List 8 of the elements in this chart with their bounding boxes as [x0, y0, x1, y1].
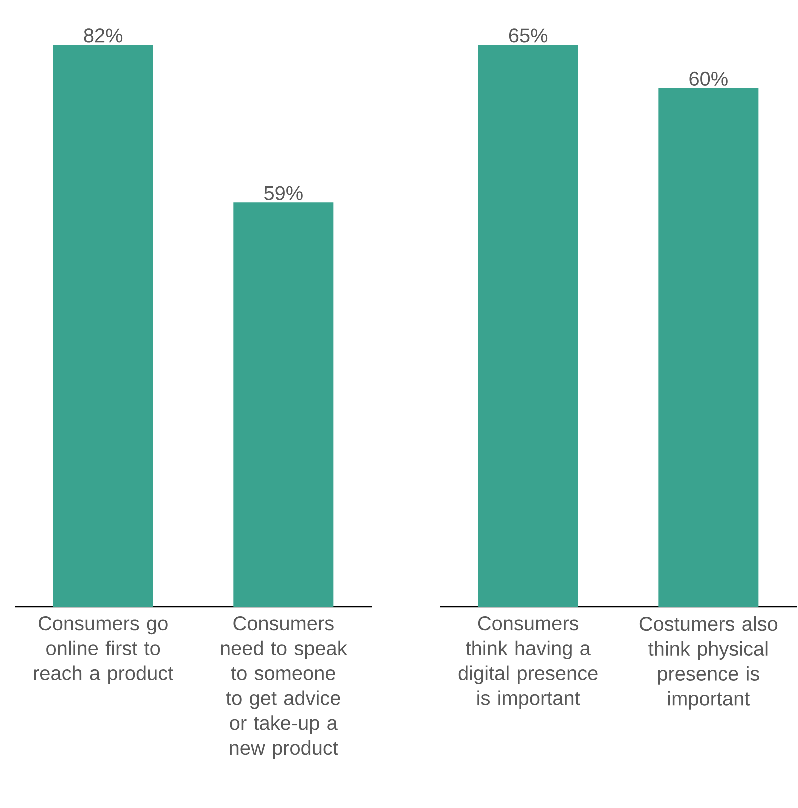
- x-tick-label: Costumers also think physical presence is important: [640, 616, 778, 710]
- data-label: 65%: [510, 28, 548, 43]
- x-tick-label: Consumers think having a digital presence is important: [459, 616, 598, 710]
- x-tick-label: Consumers go online first to reach a product: [34, 616, 174, 684]
- x-tick-label: Consumers need to speak to someone to get advice or take-up a new product: [221, 616, 348, 760]
- data-label: 60%: [690, 72, 728, 86]
- data-label: 82%: [84, 28, 123, 43]
- data-label: 59%: [264, 186, 304, 200]
